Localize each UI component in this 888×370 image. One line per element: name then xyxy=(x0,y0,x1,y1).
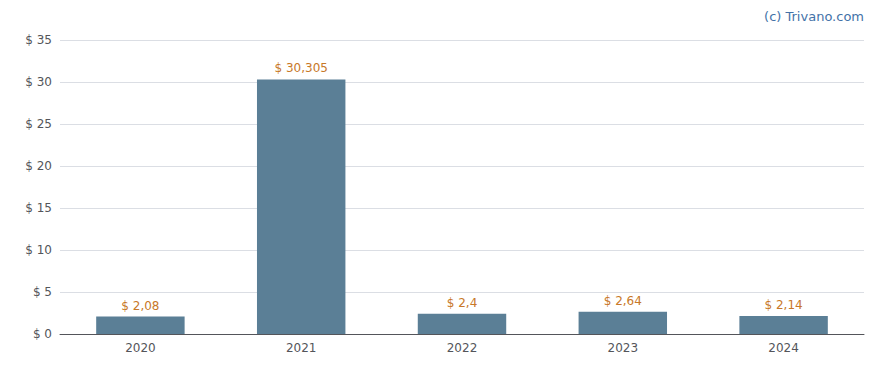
svg-text:2023: 2023 xyxy=(608,341,639,355)
svg-text:$ 30,305: $ 30,305 xyxy=(274,61,327,75)
svg-text:2020: 2020 xyxy=(125,341,156,355)
svg-text:2021: 2021 xyxy=(286,341,317,355)
svg-text:$ 25: $ 25 xyxy=(25,117,52,131)
svg-text:$ 2,14: $ 2,14 xyxy=(765,298,803,312)
svg-text:$ 0: $ 0 xyxy=(33,327,52,341)
svg-text:$ 30: $ 30 xyxy=(25,75,52,89)
svg-text:(c) Trivano.com: (c) Trivano.com xyxy=(764,9,864,24)
svg-text:$ 15: $ 15 xyxy=(25,201,52,215)
svg-text:$ 2,4: $ 2,4 xyxy=(447,296,478,310)
svg-text:$ 2,08: $ 2,08 xyxy=(121,299,159,313)
svg-text:$ 2,64: $ 2,64 xyxy=(604,294,642,308)
svg-text:$ 20: $ 20 xyxy=(25,159,52,173)
svg-text:2022: 2022 xyxy=(447,341,478,355)
svg-text:2024: 2024 xyxy=(768,341,799,355)
svg-text:$ 10: $ 10 xyxy=(25,243,52,257)
svg-text:$ 5: $ 5 xyxy=(33,285,52,299)
svg-text:$ 35: $ 35 xyxy=(25,33,52,47)
